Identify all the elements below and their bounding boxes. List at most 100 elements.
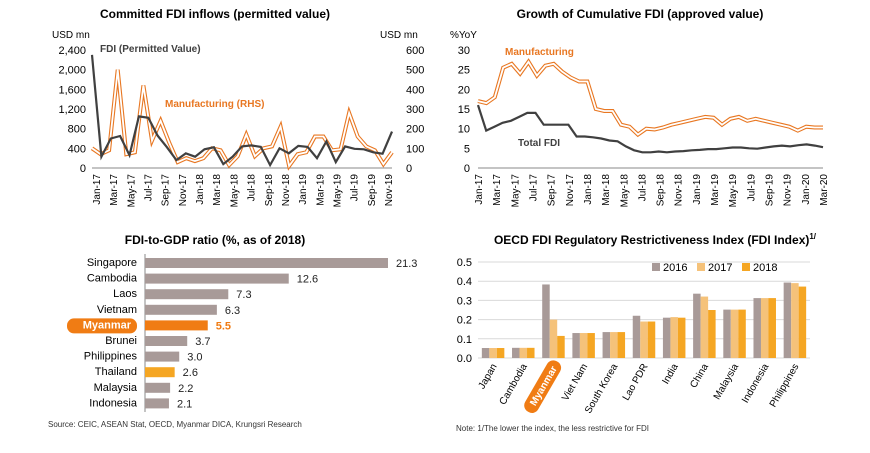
oecd-index-svg: OECD FDI Regulatory Restrictiveness Inde…: [457, 232, 817, 416]
x-tick-label: Nov-18: [674, 174, 685, 207]
bar-value-label: 3.0: [187, 352, 202, 364]
bar-2018: [617, 332, 626, 358]
category-label: Viet Nam: [560, 362, 590, 403]
y-tick-label: 25: [458, 65, 470, 77]
bar-2016: [481, 348, 490, 358]
category-label: Lao PDR: [621, 362, 651, 403]
chart-fdi-to-gdp: FDI-to-GDP ratio (%, as of 2018) Singapo…: [0, 228, 430, 418]
series-total-fdi-line: [476, 104, 824, 154]
chart4-title-sup: 1/: [809, 232, 816, 241]
y-tick-label: 0.3: [457, 295, 472, 307]
bar-2018: [738, 309, 746, 358]
y2-tick-label: 100: [406, 143, 424, 155]
bar-2017: [700, 296, 709, 358]
y-tick-label: 0.4: [457, 276, 472, 288]
x-tick-label: Jan-17: [92, 174, 103, 205]
bar-2018: [798, 286, 807, 358]
x-tick-label: Jan-18: [583, 174, 594, 205]
bar-value-label: 2.2: [178, 383, 193, 395]
bar-2017: [579, 333, 588, 358]
bar: [145, 382, 171, 393]
y-tick-label: 800: [68, 124, 86, 136]
x-tick-label: Mar-18: [212, 174, 223, 206]
category-label: Myanmar: [83, 319, 132, 331]
category-label: Philippines: [768, 362, 802, 409]
category-label: Brunei: [105, 335, 137, 347]
bar-2017: [610, 332, 618, 358]
series-manufacturing-outline: [477, 58, 823, 138]
bar-2018: [527, 347, 535, 358]
bar-2018: [677, 317, 686, 358]
bar-2016: [602, 332, 611, 358]
x-tick-label: May-19: [332, 174, 343, 208]
bar: [145, 258, 388, 268]
category-label: Cambodia: [87, 273, 138, 285]
category-label: Indonesia: [740, 362, 771, 405]
bar: [145, 398, 169, 409]
x-tick-label: Jan-19: [692, 174, 703, 205]
category-label: Vietnam: [97, 304, 137, 316]
x-tick-label: Jan-19: [298, 174, 309, 205]
y-tick-label: 2,400: [58, 45, 86, 57]
bar-2016: [783, 282, 792, 358]
x-tick-label: May-17: [510, 174, 521, 208]
bar-2016: [542, 284, 550, 358]
x-tick-label: Jan-20: [801, 174, 812, 205]
bar-value-label: 7.3: [236, 289, 251, 301]
series-manufacturing-line: [477, 60, 823, 136]
x-tick-label: Jul-17: [144, 174, 155, 202]
category-label: India: [660, 362, 681, 387]
x-tick-label: Nov-18: [281, 174, 292, 207]
bar-2016: [632, 315, 641, 358]
chart4-title: OECD FDI Regulatory Restrictiveness Inde…: [494, 232, 817, 247]
bar-2017: [670, 317, 678, 358]
bar-2017: [791, 283, 799, 358]
y-tick-label: 10: [458, 124, 470, 136]
x-tick-label: Mar-20: [819, 174, 830, 206]
series-manufacturing-outline: [90, 69, 394, 171]
legend-swatch: [697, 263, 705, 271]
bar-2017: [730, 309, 739, 358]
bar-2018: [557, 335, 565, 358]
chart1-title: Committed FDI inflows (permitted value): [100, 7, 330, 21]
x-tick-label: Jan-18: [195, 174, 206, 205]
chart1-ylabel: USD mn: [52, 30, 90, 41]
x-tick-label: Nov-17: [565, 174, 576, 207]
x-tick-label: May-19: [728, 174, 739, 208]
y-tick-label: 0.0: [457, 353, 472, 365]
category-label: Singapore: [87, 257, 137, 269]
x-tick-label: Nov-17: [178, 174, 189, 207]
y-tick-label: 1,600: [58, 84, 86, 96]
legend-label: 2017: [708, 262, 732, 274]
chart1-series-label-manufacturing: Manufacturing (RHS): [165, 99, 264, 110]
category-label: Malaysia: [94, 382, 138, 394]
bar: [145, 273, 289, 284]
category-label: Philippines: [84, 351, 138, 363]
legend-label: 2016: [663, 262, 687, 274]
x-tick-label: Mar-19: [710, 174, 721, 206]
y-tick-label: 400: [68, 143, 86, 155]
bar-value-label: 2.6: [183, 367, 198, 379]
bar-2016: [693, 293, 701, 358]
x-tick-label: May-17: [126, 174, 137, 208]
x-tick-label: Mar-18: [601, 174, 612, 206]
y-tick-label: 0.1: [457, 334, 472, 346]
chart-oecd-index: OECD FDI Regulatory Restrictiveness Inde…: [440, 228, 870, 423]
x-tick-label: Sep-17: [547, 174, 558, 207]
footnote: Note: 1/The lower the index, the less re…: [456, 424, 649, 433]
y-tick-label: 0.2: [457, 315, 472, 327]
category-label: Indonesia: [89, 397, 138, 409]
chart2-series-label-manufacturing: Manufacturing: [505, 47, 574, 58]
y2-tick-label: 0: [406, 163, 412, 175]
x-tick-label: Jul-19: [746, 174, 757, 202]
y-tick-label: 15: [458, 104, 470, 116]
cumulative-fdi-svg: Growth of Cumulative FDI (approved value…: [450, 7, 830, 208]
bar: [145, 336, 188, 346]
bar-2017: [549, 319, 558, 358]
x-tick-label: Jul-19: [350, 174, 361, 202]
bar-2017: [519, 347, 528, 358]
y2-tick-label: 300: [406, 104, 424, 116]
bar-2016: [662, 317, 671, 358]
chart1-series-label-fdi: FDI (Permitted Value): [100, 44, 201, 55]
bar-2016: [723, 309, 731, 358]
